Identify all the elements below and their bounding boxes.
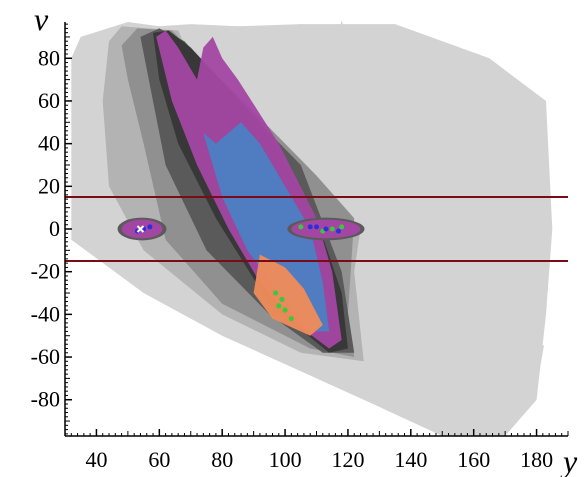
y-tick-label: 20 xyxy=(38,173,60,198)
series-region-2 xyxy=(203,122,330,332)
major-ticks xyxy=(64,36,569,436)
cluster-point-s4-7 xyxy=(339,224,345,230)
cluster-point-s4-6 xyxy=(329,226,335,232)
x-axis-label: y xyxy=(560,443,578,477)
cluster-point-s4-4 xyxy=(288,316,294,322)
series-layer xyxy=(117,30,365,349)
y-tick-label: 0 xyxy=(49,216,60,241)
x-tick-label: 140 xyxy=(394,447,427,472)
tick-labels: 40 60 80 100 120 140 160 180 80 60 40 20 0 -20 -40 -60 -… xyxy=(31,45,553,472)
y-tick-label: 40 xyxy=(38,131,60,156)
x-tick-label: 100 xyxy=(269,447,302,472)
series-region-3 xyxy=(253,254,323,336)
cluster-point-s5-5 xyxy=(323,226,329,232)
y-axis-label: v xyxy=(34,1,49,37)
x-tick-label: 180 xyxy=(520,447,553,472)
marker-x-point-top xyxy=(136,225,145,233)
reference-lines xyxy=(65,195,568,263)
trajectory-line-2 xyxy=(299,20,491,411)
y-tick-label: -40 xyxy=(31,301,60,326)
cluster-point-s4-1 xyxy=(273,290,279,296)
x-tick-label: 160 xyxy=(457,447,490,472)
marker-x-stroke xyxy=(136,225,145,233)
axes: 40 60 80 100 120 140 160 180 80 60 40 20 0 -20 -40 -60 -… xyxy=(31,22,569,472)
cluster-point-s5-7 xyxy=(314,224,319,230)
y-tick-label: -80 xyxy=(31,387,60,412)
cluster-point-s4-3 xyxy=(282,307,288,313)
y-tick-label: -60 xyxy=(31,344,60,369)
x-tick-label: 120 xyxy=(331,447,364,472)
x-tick-label: 60 xyxy=(148,447,170,472)
trajectory-line-4 xyxy=(246,25,444,379)
cluster-point-s5-4 xyxy=(307,224,313,230)
cluster-point-s5-2 xyxy=(147,224,153,230)
cluster-point-s4-9 xyxy=(298,224,304,230)
y-tick-label: 60 xyxy=(38,88,60,113)
cluster-point-s5-6 xyxy=(336,228,342,234)
x-tick-label: 80 xyxy=(211,447,233,472)
y-tick-label: -20 xyxy=(31,259,60,284)
minor-ticks xyxy=(65,23,563,436)
cluster-point-s4-5 xyxy=(276,303,282,309)
y-tick-label: 80 xyxy=(38,45,60,70)
cluster-point-s4-2 xyxy=(279,296,285,302)
x-tick-label: 40 xyxy=(85,447,107,472)
